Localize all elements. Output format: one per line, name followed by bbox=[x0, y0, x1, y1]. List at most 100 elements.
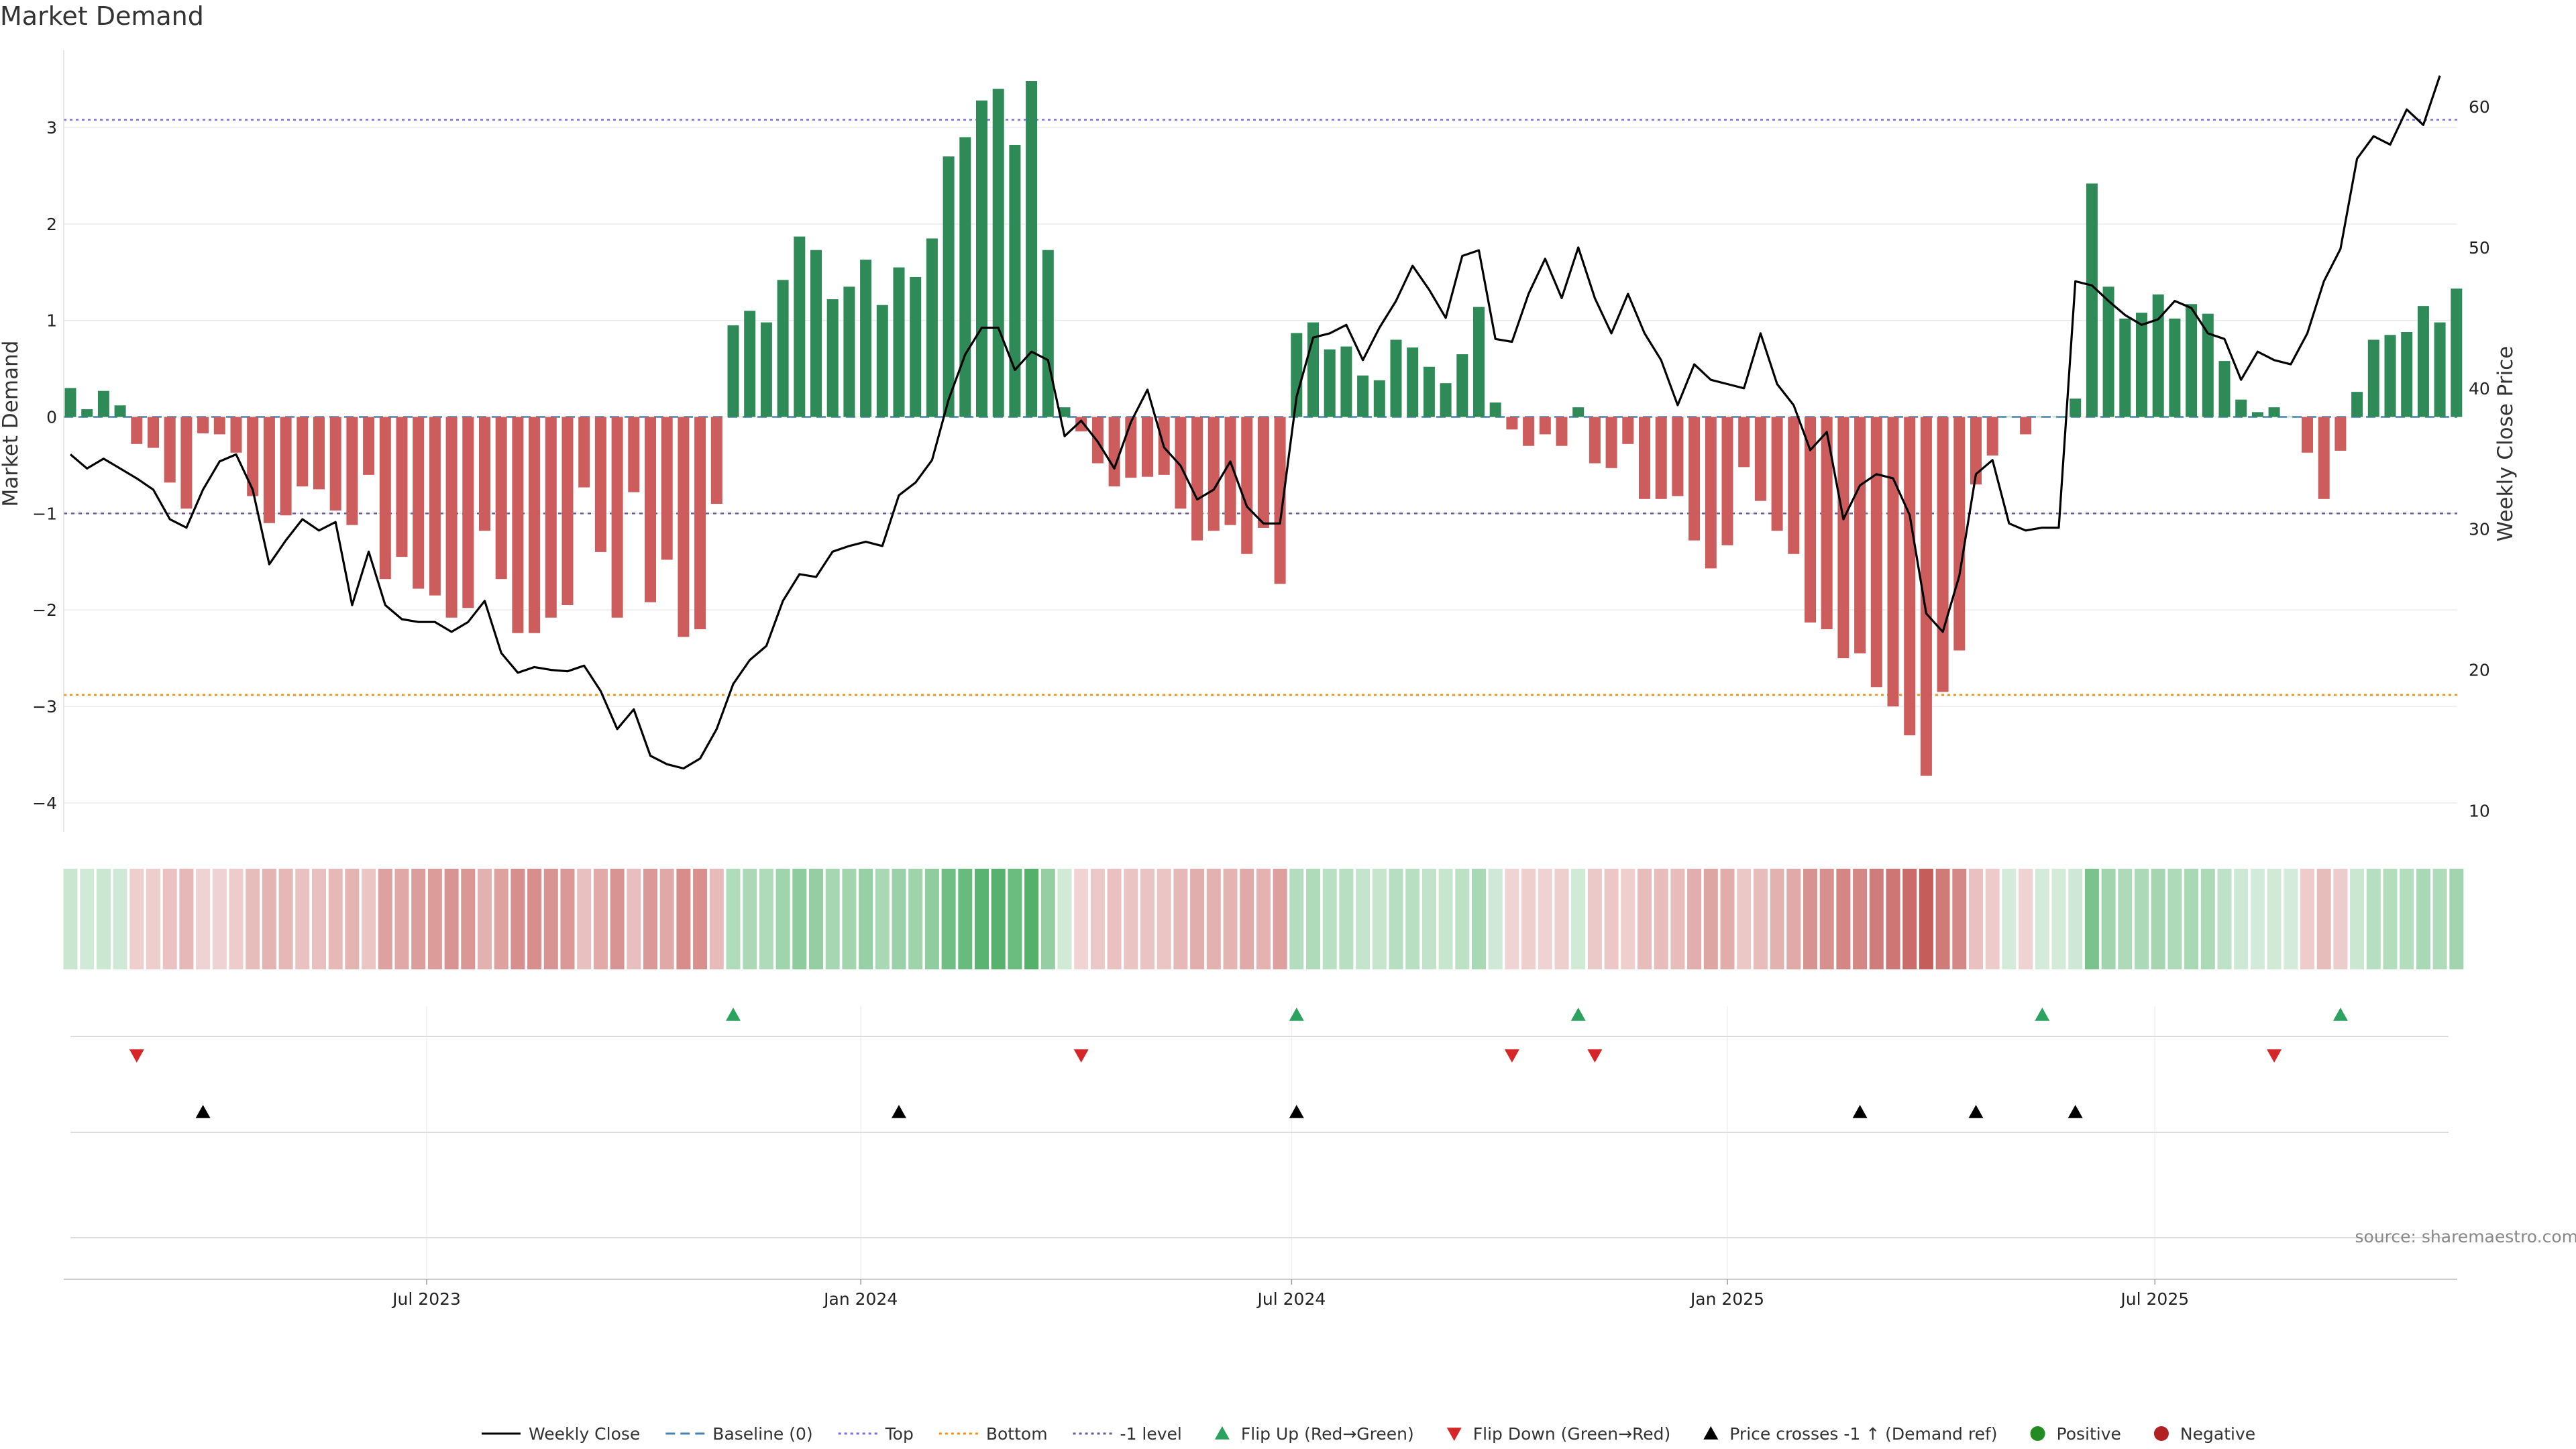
heatmap-cell bbox=[1737, 869, 1752, 969]
heatmap-cell bbox=[2217, 869, 2232, 969]
heatmap-cell bbox=[1538, 869, 1552, 969]
heatmap-cell bbox=[1372, 869, 1387, 969]
legend-label: Bottom bbox=[986, 1424, 1048, 1444]
heatmap-cell bbox=[2200, 869, 2215, 969]
heatmap-cell bbox=[941, 869, 956, 969]
demand-bar bbox=[1639, 417, 1650, 499]
heatmap-cell bbox=[2284, 869, 2298, 969]
heatmap-cell bbox=[1571, 869, 1586, 969]
heatmap-cell bbox=[1687, 869, 1702, 969]
heatmap-cell bbox=[378, 869, 392, 969]
demand-bars-layer bbox=[64, 81, 2463, 776]
demand-bar bbox=[1241, 417, 1253, 554]
demand-bar bbox=[2401, 331, 2413, 417]
demand-bar bbox=[2384, 335, 2396, 417]
demand-bar bbox=[992, 89, 1004, 417]
demand-bar bbox=[645, 417, 656, 602]
heatmap-cell bbox=[1554, 869, 1569, 969]
heatmap-cell bbox=[1902, 869, 1917, 969]
legend-item-top: Top bbox=[838, 1424, 914, 1444]
heatmap-cell bbox=[809, 869, 823, 969]
flip-up-marker bbox=[2035, 1008, 2050, 1021]
demand-bar bbox=[1390, 339, 1402, 417]
flip-down-marker bbox=[1504, 1049, 1519, 1063]
flip-up-marker bbox=[726, 1008, 741, 1021]
demand-bar bbox=[1059, 407, 1071, 417]
heatmap-cell bbox=[1654, 869, 1668, 969]
demand-bar bbox=[1572, 407, 1585, 417]
demand-bar bbox=[1937, 417, 1949, 692]
demand-bar bbox=[1257, 417, 1269, 528]
heatmap-cell bbox=[2449, 869, 2464, 969]
demand-bar bbox=[263, 417, 275, 523]
demand-bar bbox=[910, 276, 922, 417]
demand-bar bbox=[1191, 417, 1203, 541]
heatmap-cell bbox=[1919, 869, 1933, 969]
heatmap-cell bbox=[1124, 869, 1138, 969]
heatmap-cell bbox=[212, 869, 227, 969]
y-left-tick-label: −3 bbox=[32, 697, 57, 716]
demand-bar bbox=[1440, 383, 1452, 417]
legend-item-weekly_close: Weekly Close bbox=[482, 1424, 640, 1444]
reference-lines-layer bbox=[64, 119, 2457, 696]
heatmap-cell bbox=[2035, 869, 2049, 969]
heatmap-cell bbox=[1339, 869, 1354, 969]
legend-label: Flip Down (Green→Red) bbox=[1473, 1424, 1671, 1444]
demand-bar bbox=[2334, 417, 2347, 451]
heatmap-cell bbox=[278, 869, 293, 969]
heatmap-cell bbox=[411, 869, 426, 969]
heatmap-cell bbox=[1869, 869, 1884, 969]
heatmap-cell bbox=[726, 869, 741, 969]
demand-bar bbox=[1805, 417, 1816, 623]
heatmap-cell bbox=[1389, 869, 1403, 969]
price-cross-marker bbox=[2068, 1105, 2083, 1118]
demand-bar bbox=[1291, 333, 1303, 417]
heatmap-cell bbox=[1670, 869, 1685, 969]
heatmap-cell bbox=[444, 869, 459, 969]
heatmap-cell bbox=[2068, 869, 2083, 969]
heatmap-cell bbox=[1140, 869, 1155, 969]
demand-bar bbox=[1821, 417, 1833, 629]
demand-bar bbox=[1373, 380, 1385, 417]
x-tick-label: Jul 2023 bbox=[391, 1289, 461, 1309]
heatmap-cell bbox=[1935, 869, 1950, 969]
heatmap-cell bbox=[494, 869, 508, 969]
heatmap-cell bbox=[1356, 869, 1371, 969]
demand-bar bbox=[2367, 339, 2379, 417]
price-cross-marker bbox=[1289, 1105, 1304, 1118]
demand-bar bbox=[429, 417, 441, 596]
heatmap-cell bbox=[2051, 869, 2066, 969]
heatmap-cell bbox=[1587, 869, 1602, 969]
demand-bar bbox=[1274, 417, 1286, 584]
heatmap-cell bbox=[627, 869, 641, 969]
demand-bar bbox=[512, 417, 524, 633]
demand-bar bbox=[545, 417, 557, 618]
demand-bar bbox=[810, 250, 822, 417]
y-left-tick-label: 0 bbox=[46, 408, 57, 427]
heatmap-cell bbox=[924, 869, 939, 969]
demand-bar bbox=[1473, 307, 1485, 417]
demand-bar bbox=[1108, 417, 1120, 487]
demand-bar bbox=[2152, 294, 2164, 417]
demand-bar bbox=[976, 100, 987, 417]
demand-bar bbox=[2235, 399, 2247, 417]
heatmap-cell bbox=[129, 869, 144, 969]
source-label: source: sharemaestro.com bbox=[2355, 1227, 2576, 1246]
legend-item-positive: Positive bbox=[2030, 1424, 2121, 1444]
heatmap-cell bbox=[1703, 869, 1718, 969]
flip-down-marker bbox=[129, 1049, 144, 1063]
legend-item-flip_up: Flip Up (Red→Green) bbox=[1214, 1424, 1414, 1444]
heatmap-cell bbox=[1621, 869, 1635, 969]
demand-bar bbox=[1854, 417, 1866, 653]
demand-bar bbox=[2251, 412, 2263, 417]
heatmap-cell bbox=[80, 869, 95, 969]
chart-title: Market Demand bbox=[0, 1, 204, 31]
legend-swatch bbox=[2030, 1426, 2045, 1441]
legend-label: Top bbox=[885, 1424, 914, 1444]
legend-item-flip_down: Flip Down (Green→Red) bbox=[1446, 1424, 1671, 1444]
heatmap-cell bbox=[427, 869, 442, 969]
y-left-tick-label: 1 bbox=[46, 311, 57, 331]
heatmap-cell bbox=[2135, 869, 2149, 969]
demand-bar bbox=[860, 260, 872, 417]
heatmap-cell bbox=[1173, 869, 1188, 969]
